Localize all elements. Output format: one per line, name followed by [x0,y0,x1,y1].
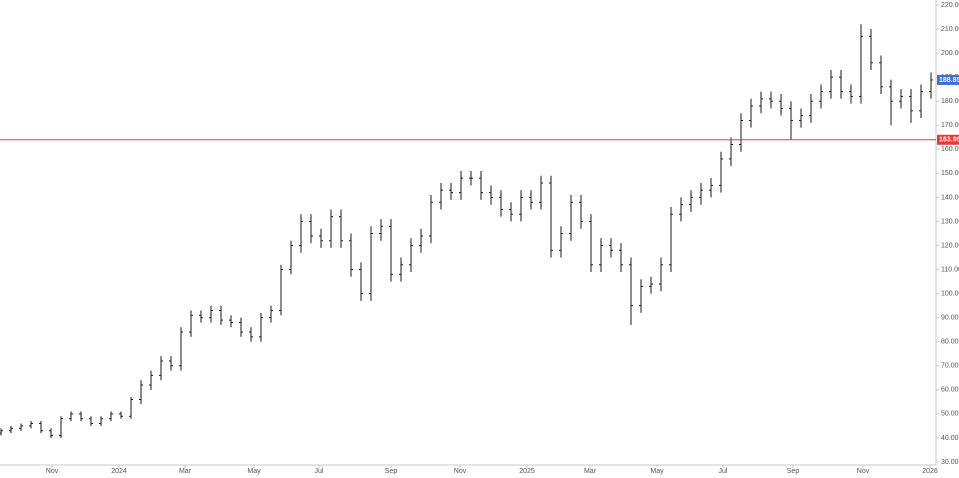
y-tick-label: 140.00 [941,194,959,201]
x-tick-label: Nov [454,468,467,475]
y-tick-label: 120.00 [941,242,959,249]
x-tick-label: May [247,468,261,475]
y-tick-label: 40.00 [941,435,959,442]
y-tick-label: 100.00 [941,290,959,297]
x-tick-label: Nov [46,468,59,475]
y-tick-label: 30.00 [941,459,959,466]
y-tick-label: 160.00 [941,146,959,153]
x-tick-label: 2025 [519,468,535,475]
x-tick-label: Nov [857,468,870,475]
y-tick-label: 220.00 [941,2,959,9]
x-tick-label: Jul [315,468,324,475]
y-tick-label: 210.00 [941,26,959,33]
x-tick-label: Mar [584,468,597,475]
x-tick-label: 2024 [111,468,127,475]
x-tick-label: 2026 [922,468,938,475]
x-tick-label: Sep [385,468,398,475]
x-tick-label: Mar [179,468,192,475]
x-tick-label: May [650,468,664,475]
y-tick-label: 60.00 [941,387,959,394]
y-tick-label: 90.00 [941,315,959,322]
y-tick-label: 170.00 [941,122,959,129]
y-tick-label: 180.00 [941,98,959,105]
y-tick-label: 50.00 [941,411,959,418]
y-tick-label: 70.00 [941,363,959,370]
y-tick-label: 130.00 [941,218,959,225]
price-label: 163.96 [939,137,959,144]
last-price-label: 188.85 [939,77,959,84]
price-label-box [937,134,959,145]
x-tick-label: Sep [787,468,800,475]
y-tick-label: 80.00 [941,339,959,346]
last-price-box [937,74,959,85]
y-tick-label: 110.00 [941,266,959,273]
x-tick-label: Jul [719,468,728,475]
y-tick-label: 150.00 [941,170,959,177]
y-tick-label: 200.00 [941,50,959,57]
